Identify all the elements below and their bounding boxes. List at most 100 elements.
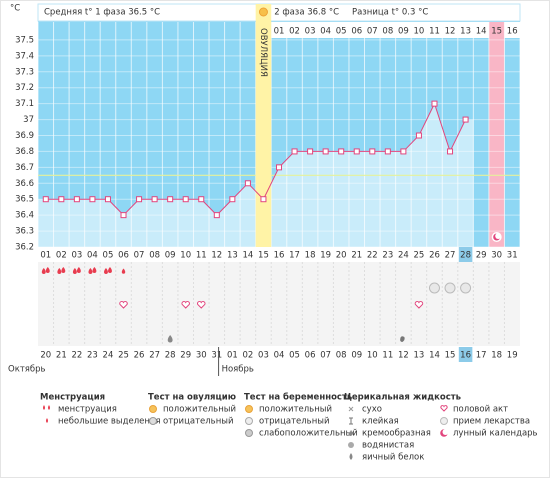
point [73,196,80,203]
menstruation [45,267,50,273]
date: 28 [165,351,176,361]
point [353,148,360,155]
legend-item: положительный [259,405,332,415]
intercourse [119,301,128,309]
phase2-day: 16 [507,27,518,37]
header-bar [37,3,521,22]
point [213,212,220,219]
point [229,196,236,203]
y-tick-label: 37 [23,115,34,125]
point [307,148,314,155]
phase2-day: 10 [414,27,425,37]
legend-title: Тест на овуляцию [148,393,236,403]
icon [245,405,253,413]
icon [245,429,253,437]
phase2-day: 14 [476,27,487,37]
point [167,196,174,203]
icon [349,453,353,460]
y-tick-label: 37.4 [15,51,34,61]
cycle-day: 23 [382,251,393,261]
date: 02 [242,351,253,361]
legend-title: Менструация [40,393,105,403]
point [136,196,143,203]
icon [348,406,354,412]
legend-title: Церикальная жидкость [344,393,461,403]
phase2-average: 2 фаза 36.8 °C [274,8,339,18]
highlight-column [488,22,505,247]
legend: Менструация менструация небольшие выделе… [40,392,538,463]
cycle-day: 06 [118,251,129,261]
legend-title: Тест на беременность [244,392,352,403]
legend-item: клейкая [362,417,399,427]
legend-item: сухо [362,405,382,415]
point [89,196,96,203]
date: 15 [445,351,456,361]
y-tick-label: 37.3 [15,67,34,77]
cycle-day: 22 [367,251,378,261]
icon [43,405,50,410]
date: 29 [180,351,191,361]
date: 16 [460,351,471,361]
intercourse [414,301,424,309]
legend-item: яичный белок [362,453,424,463]
menstruation [41,268,46,274]
icon [442,429,449,435]
menstruation [76,267,81,273]
icon [149,405,157,413]
cycle-day: 29 [476,251,487,261]
date: 09 [351,351,362,361]
cycle-day: 04 [87,251,98,261]
point [104,196,111,203]
icon [440,405,448,412]
y-unit: °C [10,4,20,14]
phase2-day: 06 [351,27,362,37]
y-tick-label: 36.4 [15,211,34,221]
y-tick-label: 36.9 [15,131,34,141]
point [447,148,454,155]
date: 01 [227,351,238,361]
legend-item: прием лекарства [453,417,530,427]
icon [440,417,448,425]
cycle-day: 28 [460,251,471,261]
phase2-day: 11 [429,27,440,37]
cycle-day: 13 [227,251,238,261]
date: 06 [305,351,316,361]
icon [348,431,354,436]
cycle-day: 24 [398,251,409,261]
date: 18 [491,351,502,361]
point [58,196,65,203]
cycle-day: 07 [134,251,145,261]
legend-item: положительный [163,405,236,415]
date: 10 [367,351,378,361]
cycle-day: 02 [56,251,67,261]
cycle-day: 26 [429,251,440,261]
date: 08 [336,351,347,361]
ovulation-column [255,4,272,247]
pregnancy-test [428,282,440,294]
icon [348,442,354,448]
menstruation [88,268,93,274]
date: 17 [476,351,487,361]
date: 05 [289,351,300,361]
point [322,148,329,155]
symbols-area [38,262,520,346]
phase1-average: Средняя t° 1 фаза 36.5 °C [44,8,160,18]
cycle-day: 30 [491,251,502,261]
date: 07 [320,351,331,361]
creamy [400,336,405,342]
cycle-day: 25 [414,251,425,261]
menstruation [61,267,66,273]
cycle-day: 15 [258,251,269,261]
y-tick-label: 36.5 [15,195,34,205]
point [198,196,205,203]
cycle-day: 31 [507,251,518,261]
phase2-day: 03 [305,27,316,37]
point [415,132,422,139]
point [182,196,189,203]
menstruation [108,267,112,273]
legend-item: водянистая [362,441,414,451]
legend-item: лунный календарь [453,429,538,439]
phase2-day: 05 [336,27,347,37]
